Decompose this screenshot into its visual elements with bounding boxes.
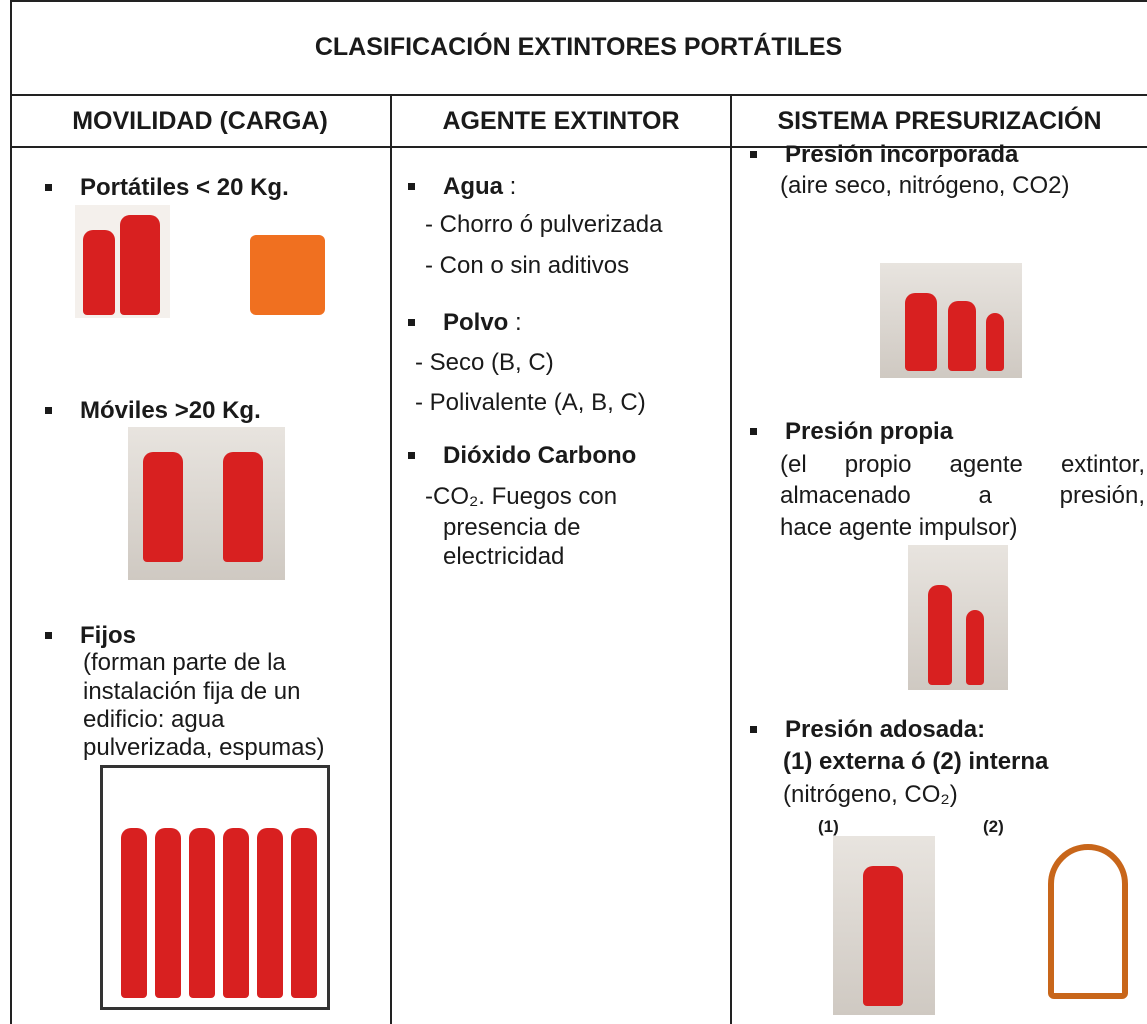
- image: [1040, 836, 1147, 1005]
- item-line: (forman parte de la: [83, 649, 286, 676]
- border: [10, 0, 12, 1024]
- column-header: MOVILIDAD (CARGA): [72, 107, 328, 135]
- border: [10, 94, 1147, 96]
- item-title: Móviles >20 Kg.: [45, 397, 261, 424]
- item-line: - Chorro ó pulverizada: [425, 211, 663, 238]
- item-line: pulverizada, espumas): [83, 734, 325, 761]
- item: Polvo :: [408, 309, 522, 337]
- column-header: AGENTE EXTINTOR: [442, 107, 680, 135]
- item-title: Agua: [443, 173, 503, 200]
- item-line: hace agente impulsor): [780, 514, 1018, 541]
- image: [100, 765, 330, 1010]
- column-header: SISTEMA PRESURIZACIÓN: [777, 107, 1102, 135]
- item: Agua :: [407, 173, 517, 201]
- item-suffix: :: [509, 173, 517, 200]
- item-title: Presión adosada:: [749, 716, 986, 743]
- item-title: Polvo: [443, 309, 509, 336]
- item-line: almacenado a presión,: [780, 482, 1145, 509]
- border: [10, 146, 1147, 148]
- image: [908, 545, 1008, 690]
- item-line: (el propio agente extintor,: [780, 451, 1145, 478]
- image: [75, 205, 170, 318]
- item-line: electricidad: [443, 543, 565, 570]
- item-line: - Seco (B, C): [415, 349, 554, 376]
- item-title: Dióxido Carbono: [407, 442, 637, 469]
- item-suffix: :: [515, 309, 522, 336]
- item-title: Presión incorporada: [749, 141, 1019, 168]
- item-line: - Con o sin aditivos: [425, 252, 630, 279]
- border: [730, 94, 732, 1024]
- border: [10, 0, 1147, 2]
- border: [390, 94, 392, 1024]
- image: [833, 836, 935, 1015]
- item-line: -CO₂. Fuegos con: [425, 483, 618, 510]
- title: CLASIFICACIÓN EXTINTORES PORTÁTILES: [314, 33, 843, 61]
- item-subtitle: (1) externa ó (2) interna: [783, 748, 1049, 775]
- item-title: Portátiles < 20 Kg.: [45, 174, 289, 201]
- image: [220, 205, 330, 318]
- item-line: (aire seco, nitrógeno, CO2): [780, 172, 1070, 199]
- item-line: (nitrógeno, CO₂): [783, 781, 958, 808]
- image: [880, 263, 1022, 378]
- item-line: - Polivalente (A, B, C): [415, 389, 646, 416]
- image-label: (1): [818, 817, 839, 836]
- image: [128, 427, 285, 580]
- image-label: (2): [983, 817, 1004, 836]
- item-title: Fijos: [44, 622, 137, 649]
- item-line: edificio: agua: [83, 706, 225, 733]
- item-line: presencia de: [443, 514, 581, 541]
- item-title: Presión propia: [749, 418, 954, 445]
- item-line: instalación fija de un: [83, 678, 301, 705]
